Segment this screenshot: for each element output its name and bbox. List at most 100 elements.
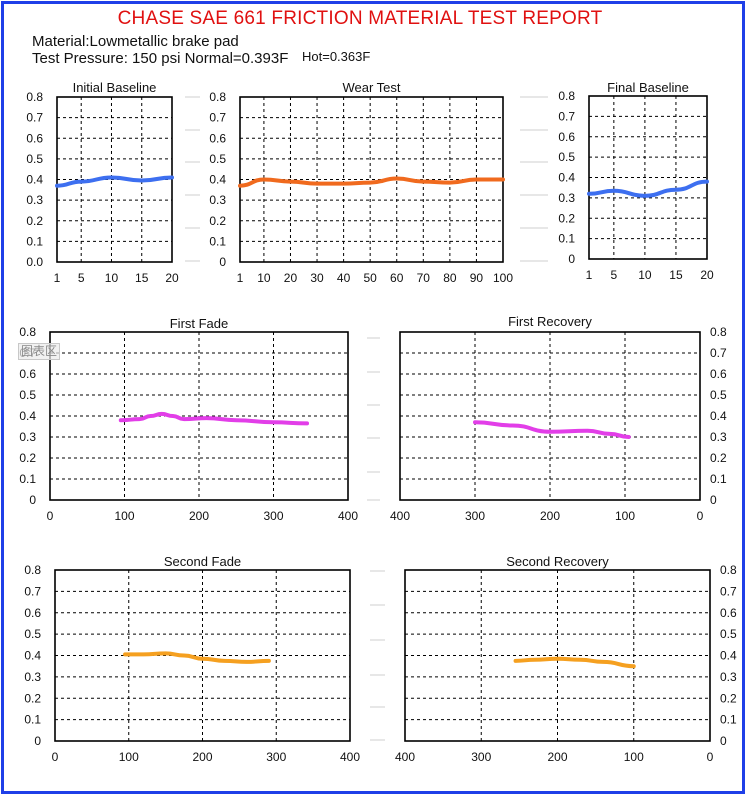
first-fade-point-9 <box>305 421 309 425</box>
first-fade-point-0 <box>119 418 123 422</box>
second-fade-point-1 <box>141 652 146 657</box>
wear-test-point-9 <box>474 177 479 182</box>
final-baseline-ytick-label: 0.3 <box>558 191 575 205</box>
final-baseline-ytick-label: 0.2 <box>558 211 575 225</box>
wear-test-xtick-label: 1 <box>237 271 244 285</box>
second-recovery-ytick-label: 0 <box>720 734 727 748</box>
first-recovery-title: First Recovery <box>508 314 592 329</box>
first-fade-ytick-label: 0 <box>29 493 36 507</box>
wear-test-ytick-label: 0.6 <box>209 131 226 145</box>
wear-test-xtick-label: 20 <box>284 271 298 285</box>
second-recovery-ytick-label: 0.6 <box>720 606 737 620</box>
second-fade-ytick-label: 0.2 <box>24 691 41 705</box>
initial-baseline-ytick-label: 0.3 <box>26 193 43 207</box>
second-fade-xtick-label: 300 <box>266 750 286 764</box>
initial-baseline-ytick-label: 0.5 <box>26 152 43 166</box>
first-recovery-ytick-label: 0.1 <box>710 472 727 486</box>
second-fade-ytick-label: 0.3 <box>24 670 41 684</box>
final-baseline-xtick-label: 15 <box>669 268 683 282</box>
wear-test-xtick-label: 70 <box>417 271 431 285</box>
second-recovery-point-4 <box>601 660 605 664</box>
initial-baseline-xtick-label: 1 <box>54 271 61 285</box>
wear-test-point-5 <box>368 180 372 185</box>
wear-test-ytick-label: 0.4 <box>209 173 226 187</box>
wear-test-point-8 <box>448 180 452 185</box>
final-baseline-xtick-label: 20 <box>700 268 714 282</box>
wear-test-xtick-label: 80 <box>443 271 457 285</box>
second-recovery-xtick-label: 400 <box>395 750 415 764</box>
chart-second-fade: 0 100 200 300 400 0.8 0.7 0.6 0.5 0.4 0.3 0.2 0.1 0 Se… <box>24 554 360 764</box>
second-recovery-ytick-label: 0.7 <box>720 584 737 598</box>
first-recovery-xtick-label: 0 <box>697 509 704 523</box>
final-baseline-ytick-label: 0.5 <box>558 150 575 164</box>
second-recovery-xtick-label: 200 <box>547 750 567 764</box>
chart-first-recovery: 400 300 200 100 0 0.8 0.7 0.6 0.5 0.4 0.3 0.2 0.1 0 Fi… <box>390 314 727 523</box>
final-baseline-point-2 <box>643 194 647 198</box>
second-recovery-point-2 <box>555 657 560 661</box>
initial-baseline-ytick-label: 0.2 <box>26 214 43 228</box>
wear-test-ytick-label: 0 <box>219 255 226 269</box>
initial-baseline-point-2 <box>109 175 114 180</box>
second-fade-ytick-label: 0.6 <box>24 606 41 620</box>
first-recovery-point-4 <box>608 432 612 436</box>
first-recovery-series-line <box>473 420 631 439</box>
final-baseline-ytick-label: 0.1 <box>558 232 575 246</box>
first-fade-ytick-label: 0.2 <box>19 451 36 465</box>
second-recovery-ytick-label: 0.4 <box>720 649 737 663</box>
second-fade-xtick-label: 100 <box>119 750 139 764</box>
wear-test-xtick-label: 40 <box>337 271 351 285</box>
first-fade-point-7 <box>234 418 238 422</box>
second-fade-ytick-label: 0.4 <box>24 649 41 663</box>
second-fade-point-4 <box>200 657 205 661</box>
first-fade-ytick-label: 0.4 <box>19 409 36 423</box>
first-recovery-xtick-label: 200 <box>540 509 560 523</box>
wear-test-ytick-label: 0.3 <box>209 193 226 207</box>
final-baseline-ytick-label: 0.7 <box>558 109 575 123</box>
first-recovery-xtick-label: 300 <box>465 509 485 523</box>
final-baseline-xtick-label: 5 <box>610 268 617 282</box>
wear-test-point-7 <box>421 179 425 184</box>
first-fade-ytick-label: 0.6 <box>19 367 36 381</box>
first-fade-xtick-label: 400 <box>338 509 358 523</box>
second-recovery-ytick-label: 0.8 <box>720 563 737 577</box>
wear-test-ytick-label: 0.2 <box>209 214 226 228</box>
wear-test-xtick-label: 30 <box>310 271 324 285</box>
first-fade-ytick-label: 0.1 <box>19 472 36 486</box>
second-fade-point-2 <box>164 651 168 655</box>
final-baseline-point-1 <box>612 189 616 193</box>
final-baseline-ytick-label: 0 <box>568 252 575 266</box>
final-baseline-ytick-label: 0.6 <box>558 130 575 144</box>
first-recovery-ytick-label: 0 <box>710 493 717 507</box>
second-fade-point-7 <box>267 659 271 663</box>
second-recovery-ytick-label: 0.2 <box>720 691 737 705</box>
first-recovery-point-5 <box>627 435 631 439</box>
first-recovery-point-2 <box>548 430 552 434</box>
first-recovery-ytick-label: 0.5 <box>710 388 727 402</box>
first-recovery-ytick-label: 0.6 <box>710 367 727 381</box>
wear-test-point-10 <box>501 177 505 182</box>
first-recovery-ytick-label: 0.3 <box>710 430 727 444</box>
second-recovery-xtick-label: 0 <box>707 750 714 764</box>
first-fade-ytick-label: 0.8 <box>19 325 36 339</box>
second-recovery-series-line <box>513 656 636 669</box>
first-fade-point-2 <box>148 414 153 418</box>
wear-test-xtick-label: 100 <box>493 271 513 285</box>
wear-test-point-3 <box>315 182 319 186</box>
first-fade-xtick-label: 200 <box>189 509 209 523</box>
initial-baseline-point-1 <box>79 179 83 184</box>
final-baseline-point-3 <box>674 188 678 192</box>
final-baseline-point-0 <box>587 192 591 196</box>
first-recovery-ytick-label: 0.8 <box>710 325 727 339</box>
second-fade-ytick-label: 0 <box>34 734 41 748</box>
first-fade-point-8 <box>271 420 276 424</box>
second-fade-xtick-label: 400 <box>340 750 360 764</box>
second-recovery-xtick-label: 100 <box>624 750 644 764</box>
second-recovery-ytick-label: 0.3 <box>720 670 737 684</box>
wear-test-title: Wear Test <box>342 80 400 95</box>
first-fade-series-line <box>118 411 310 426</box>
second-recovery-point-3 <box>578 658 582 662</box>
wear-test-ytick-label: 0.8 <box>209 90 226 104</box>
